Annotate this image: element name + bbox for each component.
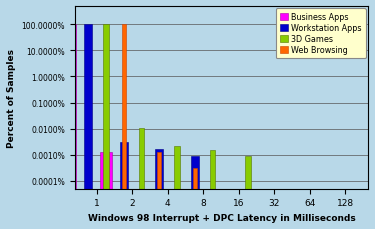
Bar (139, 128, 144, 229)
Y-axis label: Percent of Samples: Percent of Samples (7, 49, 16, 147)
Bar (120, 143, 128, 229)
Bar (104, 25, 109, 229)
Bar (158, 152, 161, 229)
Bar (191, 156, 199, 229)
Bar (210, 150, 215, 229)
Bar (65, 25, 76, 229)
Bar (174, 146, 180, 229)
Legend: Business Apps, Workstation Apps, 3D Games, Web Browsing: Business Apps, Workstation Apps, 3D Game… (276, 9, 366, 59)
Bar (122, 25, 126, 229)
Bar (245, 156, 251, 229)
Bar (100, 152, 112, 229)
Bar (156, 149, 163, 229)
Bar (84, 25, 92, 229)
X-axis label: Windows 98 Interrupt + DPC Latency in Milliseconds: Windows 98 Interrupt + DPC Latency in Mi… (87, 213, 355, 222)
Bar (193, 168, 197, 229)
